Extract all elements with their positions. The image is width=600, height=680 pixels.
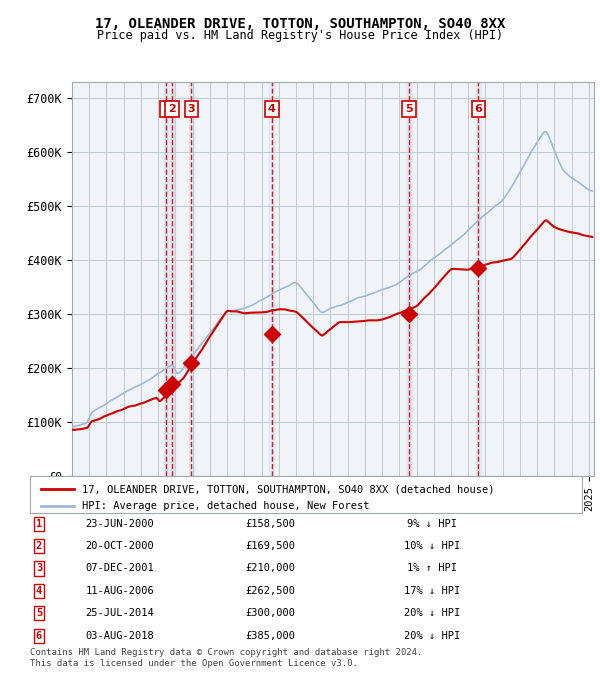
Text: 9% ↓ HPI: 9% ↓ HPI	[407, 519, 457, 528]
Text: 10% ↓ HPI: 10% ↓ HPI	[404, 541, 460, 551]
Text: 17% ↓ HPI: 17% ↓ HPI	[404, 586, 460, 596]
Text: Contains HM Land Registry data © Crown copyright and database right 2024.
This d: Contains HM Land Registry data © Crown c…	[30, 648, 422, 668]
Text: £210,000: £210,000	[245, 564, 295, 573]
Text: 17, OLEANDER DRIVE, TOTTON, SOUTHAMPTON, SO40 8XX (detached house): 17, OLEANDER DRIVE, TOTTON, SOUTHAMPTON,…	[82, 484, 495, 494]
Text: 20% ↓ HPI: 20% ↓ HPI	[404, 631, 460, 641]
Text: 1: 1	[36, 519, 42, 528]
Text: 6: 6	[475, 104, 482, 114]
Text: £385,000: £385,000	[245, 631, 295, 641]
Text: Price paid vs. HM Land Registry's House Price Index (HPI): Price paid vs. HM Land Registry's House …	[97, 29, 503, 41]
Text: 5: 5	[405, 104, 413, 114]
Bar	[406, 82, 412, 476]
Bar	[476, 82, 481, 476]
Text: 3: 3	[187, 104, 195, 114]
Text: 23-JUN-2000: 23-JUN-2000	[86, 519, 154, 528]
Text: 25-JUL-2014: 25-JUL-2014	[86, 609, 154, 618]
Bar	[188, 82, 194, 476]
Text: 3: 3	[36, 564, 42, 573]
FancyBboxPatch shape	[30, 476, 582, 513]
Text: £158,500: £158,500	[245, 519, 295, 528]
Text: 4: 4	[36, 586, 42, 596]
Text: 2: 2	[168, 104, 176, 114]
Text: 20-OCT-2000: 20-OCT-2000	[86, 541, 154, 551]
Text: 1% ↑ HPI: 1% ↑ HPI	[407, 564, 457, 573]
Text: 07-DEC-2001: 07-DEC-2001	[86, 564, 154, 573]
Text: 11-AUG-2006: 11-AUG-2006	[86, 586, 154, 596]
Text: 6: 6	[36, 631, 42, 641]
Text: 1: 1	[163, 104, 170, 114]
Text: 20% ↓ HPI: 20% ↓ HPI	[404, 609, 460, 618]
Text: £169,500: £169,500	[245, 541, 295, 551]
Text: £300,000: £300,000	[245, 609, 295, 618]
Text: 17, OLEANDER DRIVE, TOTTON, SOUTHAMPTON, SO40 8XX: 17, OLEANDER DRIVE, TOTTON, SOUTHAMPTON,…	[95, 17, 505, 31]
Text: 03-AUG-2018: 03-AUG-2018	[86, 631, 154, 641]
Text: £262,500: £262,500	[245, 586, 295, 596]
Bar	[164, 82, 175, 476]
Text: 2: 2	[36, 541, 42, 551]
Text: 5: 5	[36, 609, 42, 618]
Bar	[269, 82, 274, 476]
Text: 4: 4	[268, 104, 276, 114]
Text: HPI: Average price, detached house, New Forest: HPI: Average price, detached house, New …	[82, 501, 370, 511]
